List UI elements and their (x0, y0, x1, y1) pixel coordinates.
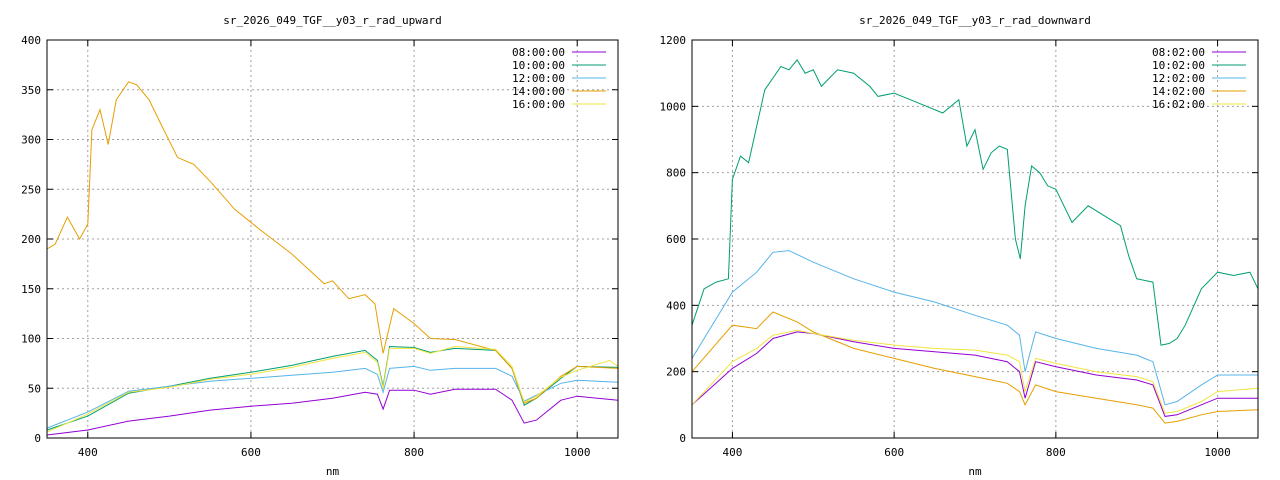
y-tick-label: 200 (666, 366, 686, 379)
legend-label: 12:00:00 (512, 72, 565, 85)
x-tick-label: 600 (241, 446, 261, 459)
y-tick-label: 200 (21, 233, 41, 246)
legend-label: 10:02:00 (1152, 59, 1205, 72)
legend-label: 14:00:00 (512, 85, 565, 98)
series-line-120000 (46, 365, 619, 429)
y-tick-label: 1200 (660, 34, 687, 47)
y-tick-label: 300 (21, 134, 41, 147)
y-tick-label: 1000 (660, 100, 687, 113)
legend-label: 08:00:00 (512, 46, 565, 59)
y-tick-label: 400 (21, 34, 41, 47)
x-tick-label: 1000 (564, 446, 591, 459)
downward-radiance-chart: sr_2026_049_TGF__y03_r_rad_downward 400 60… (660, 14, 1259, 478)
y-tick-label: 50 (28, 382, 41, 395)
x-tick-label: 800 (404, 446, 424, 459)
x-axis-label: nm (968, 465, 982, 478)
series-line-080000 (46, 388, 619, 436)
series-line-140200 (691, 311, 1259, 424)
y-tick-label: 0 (679, 432, 686, 445)
series-line-100200 (691, 59, 1259, 346)
upward-radiance-chart: sr_2026_049_TGF__y03_r_rad_upward 400 600 8… (21, 14, 619, 478)
legend-label: 08:02:00 (1152, 46, 1205, 59)
chart-title: sr_2026_049_TGF__y03_r_rad_downward (859, 14, 1091, 27)
x-tick-label: 800 (1046, 446, 1066, 459)
plot-frame (691, 39, 1259, 439)
y-tick-label: 400 (666, 299, 686, 312)
y-tick-label: 800 (666, 167, 686, 180)
y-tick-label: 100 (21, 333, 41, 346)
chart-title: sr_2026_049_TGF__y03_r_rad_upward (223, 14, 442, 27)
series-line-120200 (691, 250, 1258, 406)
x-tick-label: 600 (884, 446, 904, 459)
y-tick-label: 250 (21, 183, 41, 196)
x-tick-label: 400 (78, 446, 98, 459)
series-line-080200 (691, 331, 1258, 417)
series-line-160000 (46, 345, 619, 433)
y-tick-label: 0 (34, 432, 41, 445)
legend-label: 12:02:00 (1152, 72, 1205, 85)
series-line-160200 (691, 329, 1259, 414)
legend-label: 16:00:00 (512, 98, 565, 111)
x-tick-label: 400 (722, 446, 742, 459)
x-axis-label: nm (326, 465, 340, 478)
y-tick-label: 350 (21, 84, 41, 97)
legend-label: 10:00:00 (512, 59, 565, 72)
y-tick-label: 150 (21, 283, 41, 296)
legend-label: 14:02:00 (1152, 85, 1205, 98)
y-tick-label: 600 (666, 233, 686, 246)
x-tick-label: 1000 (1204, 446, 1231, 459)
plot-frame (46, 39, 619, 439)
series-line-140000 (46, 81, 619, 404)
legend-label: 16:02:00 (1152, 98, 1205, 111)
